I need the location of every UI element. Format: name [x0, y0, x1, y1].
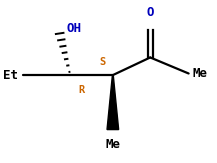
Text: S: S: [99, 57, 105, 67]
Text: O: O: [146, 6, 154, 19]
Text: R: R: [79, 85, 85, 95]
Text: Et: Et: [3, 69, 18, 82]
Text: Me: Me: [193, 67, 208, 80]
Text: OH: OH: [66, 22, 81, 35]
Polygon shape: [107, 75, 119, 130]
Text: Me: Me: [105, 138, 120, 151]
